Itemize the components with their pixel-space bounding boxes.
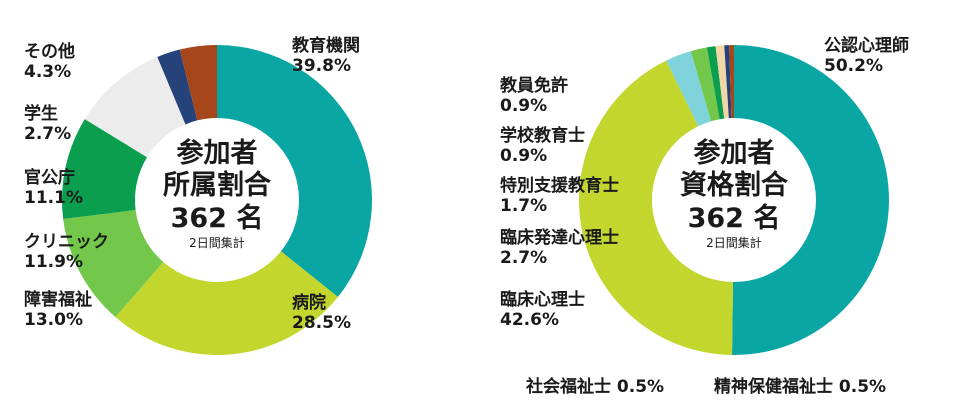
left-center-text: 参加者 所属割合 362 名 2日間集計	[138, 138, 296, 250]
right-center-count-unit: 名	[753, 203, 781, 234]
right-label-school-educator-name: 学校教育士	[500, 126, 585, 146]
left-label-other: その他 4.3%	[24, 42, 75, 82]
right-footnote-psych-welfare-value: 0.5%	[838, 377, 887, 397]
left-label-student: 学生 2.7%	[24, 104, 71, 144]
left-center-count-line: 362 名	[138, 202, 296, 236]
right-center-text: 参加者 資格割合 362 名 2日間集計	[655, 138, 813, 250]
right-footnote-psych-welfare: 精神保健福祉士 0.5%	[714, 372, 886, 397]
left-label-hospital-value: 28.5%	[292, 313, 351, 333]
left-label-clinic-value: 11.9%	[24, 252, 83, 272]
right-label-clinical-psychologist: 臨床心理士 42.6%	[500, 290, 585, 330]
right-slice-4	[706, 46, 725, 120]
left-label-student-name: 学生	[24, 104, 58, 124]
right-slice-3	[690, 47, 720, 122]
left-donut-chart	[62, 45, 372, 356]
left-slice-4	[84, 56, 186, 158]
right-slice-1	[579, 60, 733, 355]
right-label-special-support-name: 特別支援教育士	[500, 176, 619, 196]
left-center-line1: 参加者	[176, 138, 258, 169]
right-footnote-social-worker-value: 0.5%	[616, 377, 665, 397]
left-label-hospital-name: 病院	[292, 293, 326, 313]
left-label-student-value: 2.7%	[24, 124, 72, 144]
left-center-count: 362	[170, 203, 227, 234]
left-label-other-value: 4.3%	[24, 62, 72, 82]
right-label-clinical-developmental: 臨床発達心理士 2.7%	[500, 228, 619, 268]
left-slice-5	[157, 49, 198, 125]
right-label-school-educator-value: 0.9%	[500, 146, 548, 166]
right-label-certified-psychologist-name: 公認心理師	[824, 36, 909, 56]
right-footnote-psych-welfare-name: 精神保健福祉士	[714, 377, 833, 397]
right-center-line1: 参加者	[693, 138, 775, 169]
left-label-disability-welfare: 障害福祉 13.0%	[24, 290, 92, 330]
right-slice-7	[729, 45, 734, 119]
right-footnote-social-worker: 社会福祉士 0.5%	[526, 372, 664, 397]
right-slice-0	[732, 45, 889, 355]
left-center-count-unit: 名	[236, 203, 264, 234]
left-slice-0	[217, 45, 372, 297]
right-label-teacher-license: 教員免許 0.9%	[500, 76, 568, 116]
left-label-clinic-name: クリニック	[24, 232, 109, 252]
right-label-special-support: 特別支援教育士 1.7%	[500, 176, 619, 216]
left-label-disability-welfare-name: 障害福祉	[24, 290, 92, 310]
right-label-clinical-psychologist-name: 臨床心理士	[500, 290, 585, 310]
right-footnote-social-worker-name: 社会福祉士	[526, 377, 611, 397]
right-label-clinical-psychologist-value: 42.6%	[500, 310, 559, 330]
right-center-line2: 資格割合	[680, 170, 788, 201]
left-center-note: 2日間集計	[189, 236, 245, 250]
right-label-teacher-license-name: 教員免許	[500, 76, 568, 96]
left-slice-3	[62, 119, 148, 219]
left-label-clinic: クリニック 11.9%	[24, 232, 109, 272]
left-label-education-name: 教育機関	[292, 36, 360, 56]
left-label-government-value: 11.1%	[24, 188, 83, 208]
right-slice-5	[715, 45, 729, 119]
right-label-clinical-developmental-value: 2.7%	[500, 248, 548, 268]
right-slice-2	[666, 51, 712, 127]
left-label-hospital: 病院 28.5%	[292, 293, 351, 333]
right-center-count-line: 362 名	[655, 202, 813, 236]
left-slice-6	[179, 45, 217, 121]
right-center-count: 362	[687, 203, 744, 234]
left-slice-2	[63, 210, 164, 318]
right-label-certified-psychologist: 公認心理師 50.2%	[824, 36, 909, 76]
right-center-note: 2日間集計	[706, 236, 762, 250]
left-label-government: 官公庁 11.1%	[24, 168, 83, 208]
left-label-education: 教育機関 39.8%	[292, 36, 360, 76]
right-label-certified-psychologist-value: 50.2%	[824, 56, 883, 76]
left-slice-1	[115, 251, 338, 356]
right-slice-6	[724, 45, 732, 119]
left-label-other-name: その他	[24, 42, 75, 62]
left-center-line2: 所属割合	[163, 170, 271, 201]
right-label-special-support-value: 1.7%	[500, 196, 548, 216]
right-label-clinical-developmental-name: 臨床発達心理士	[500, 228, 619, 248]
left-label-disability-welfare-value: 13.0%	[24, 310, 83, 330]
left-label-education-value: 39.8%	[292, 56, 351, 76]
left-label-government-name: 官公庁	[24, 168, 75, 188]
right-label-teacher-license-value: 0.9%	[500, 96, 548, 116]
right-donut-chart	[579, 45, 889, 355]
right-label-school-educator: 学校教育士 0.9%	[500, 126, 585, 166]
